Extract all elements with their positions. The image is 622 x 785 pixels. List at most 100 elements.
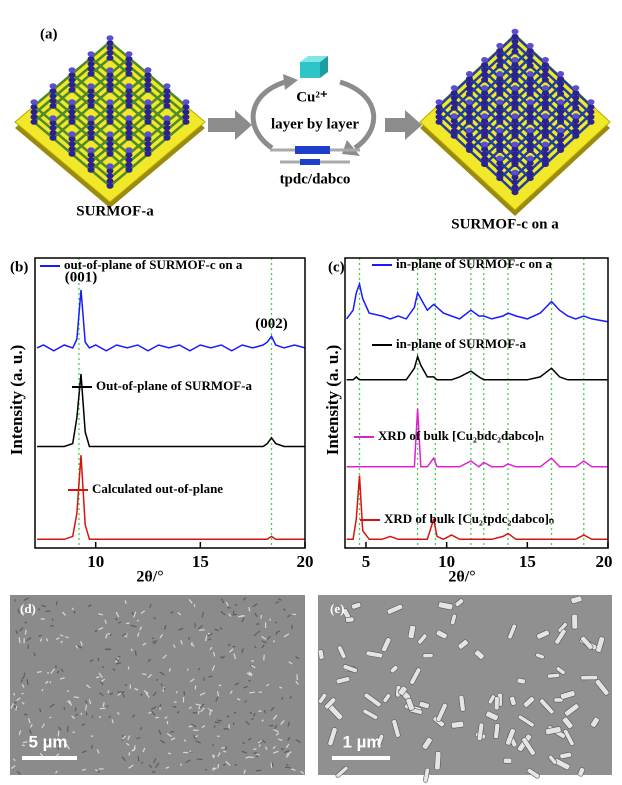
pillar [481,123,489,129]
crystal [117,691,122,693]
cube-top [300,56,328,62]
crystal [97,771,100,773]
pillar [125,93,133,99]
crystal [203,677,205,681]
pillar [526,155,534,162]
x-tick-label: 10 [87,552,104,571]
crystal [376,733,385,747]
crystal [285,754,290,758]
pillar [125,103,133,109]
pillar [511,189,519,196]
crystal [60,668,64,673]
spectrum [345,281,609,323]
pillar [587,104,595,110]
pillar [496,127,504,133]
pillar [87,83,95,89]
linker [438,121,516,194]
crystal [164,716,168,719]
scale-bar [332,756,390,760]
crystal [386,604,404,615]
crystal [198,706,201,710]
crystal [256,769,262,772]
crystal [236,698,241,701]
y-axis-label: Intensity (a. u.) [323,345,342,456]
crystal [435,703,448,723]
crystal [222,763,226,766]
pillar [125,115,133,121]
crystal [241,750,248,754]
pillar [106,99,114,105]
crystal [247,737,252,741]
crystal [476,722,485,741]
spectrum [346,475,608,541]
crystal [140,761,144,764]
crystal [220,611,226,616]
crystal [182,696,185,703]
crystal [215,696,219,702]
crystal [381,637,392,653]
crystal [450,613,457,626]
pillar [144,119,152,125]
crystal [580,636,594,650]
crystal [523,696,535,708]
pillar [496,119,504,125]
crystal [577,767,585,777]
crystal [227,643,231,647]
crystal [129,684,131,689]
spectrum [346,408,608,468]
crystal [155,762,160,768]
pillar [481,100,489,106]
crystal [10,703,15,709]
crystal [213,725,216,728]
crystal [38,634,42,637]
crystal [257,739,263,744]
crystal [351,602,362,610]
crystal [263,710,267,714]
pillar [587,99,595,105]
peak-label: (001) [65,270,98,286]
crystal [90,735,94,737]
crystal [253,713,256,717]
pillar [49,125,57,131]
crystal [62,611,66,616]
crystal [188,706,192,710]
pillar [511,71,519,78]
crystal [257,630,261,634]
x-axis-label: 2θ/° [136,569,163,586]
pillar [481,161,489,168]
crystal [295,680,299,685]
crystal [521,737,536,756]
crystal [225,601,229,607]
crystal [199,629,205,631]
linker [295,146,330,154]
crystal [454,598,464,607]
crystal [77,645,83,649]
linker [483,92,562,166]
crystal [283,633,290,638]
pillar [144,114,152,120]
pillar [541,56,549,63]
crystal [19,627,24,632]
crystal [40,618,45,620]
crystal [271,762,274,768]
crystal [21,701,25,705]
pillar [541,95,549,101]
crystal [64,740,66,743]
crystal [278,738,283,742]
pillar [541,141,549,148]
crystal [407,625,416,639]
crystal [526,768,540,779]
crystal [121,735,127,740]
crystal [548,754,558,765]
crystal [18,637,21,644]
crystal [363,692,382,708]
crystal [208,632,211,635]
pillar [465,104,473,110]
x-tick-label: 20 [596,552,613,571]
crystal [107,690,110,694]
crystal [253,632,258,637]
crystal [233,653,237,660]
crystal [166,721,169,725]
crystal [280,720,285,725]
pillar [450,95,458,101]
